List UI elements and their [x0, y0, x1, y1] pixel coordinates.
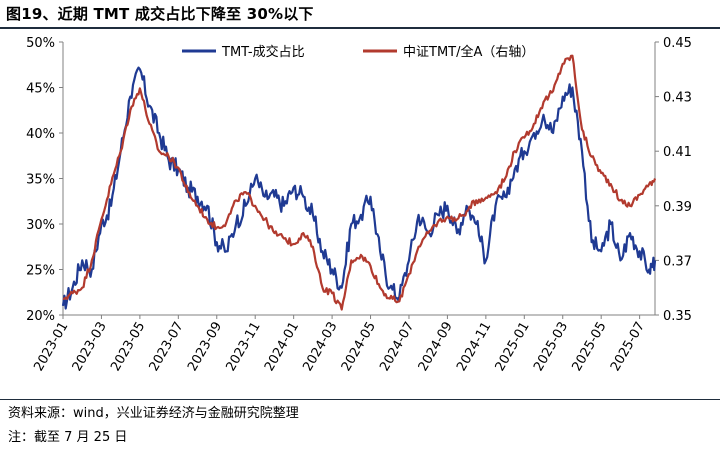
x-axis-tick-label: 2024-01: [262, 320, 302, 375]
right-axis-tick-label: 0.35: [663, 309, 692, 324]
x-axis-tick-label: 2023-05: [108, 320, 148, 375]
legend-label: 中证TMT/全A（右轴）: [403, 44, 534, 60]
source-note: 资料来源：wind，兴业证券经济与金融研究院整理: [8, 406, 299, 421]
right-axis-tick-label: 0.45: [663, 36, 692, 51]
left-axis-tick-label: 40%: [26, 127, 55, 142]
left-axis-tick-label: 30%: [26, 218, 55, 233]
series-line-share: [61, 66, 657, 310]
chart-title: 图19、近期 TMT 成交占比下降至 30%以下: [6, 5, 314, 23]
x-axis-tick-label: 2024-09: [416, 320, 456, 375]
x-axis-tick-label: 2023-09: [185, 320, 225, 375]
x-axis-tick-label: 2023-03: [70, 320, 110, 375]
right-axis-tick-label: 0.37: [663, 254, 692, 269]
x-axis-tick-label: 2023-07: [147, 320, 187, 375]
left-axis-tick-label: 45%: [26, 82, 55, 97]
x-axis-tick-label: 2024-07: [377, 320, 417, 375]
chart-axes: 50% 45% 40% 35% 30% 25% 20% 0.45 0.43 0.41 0.39 0.3…: [26, 36, 692, 374]
x-axis-tick-label: 2024-11: [454, 320, 494, 375]
chart-lines: [61, 54, 657, 311]
footer-divider: [0, 399, 720, 400]
left-axis-tick-label: 35%: [26, 173, 55, 188]
x-axis-tick-label: 2025-03: [531, 320, 571, 375]
series-line-ratio: [62, 54, 657, 311]
x-axis-tick-label: 2024-05: [339, 320, 379, 375]
legend-label: TMT-成交占比: [221, 44, 305, 60]
title-divider: [0, 27, 720, 29]
x-axis-tick-label: 2025-07: [608, 320, 648, 375]
x-axis-tick-label: 2023-11: [224, 320, 264, 375]
left-axis-tick-label: 20%: [26, 309, 55, 324]
left-axis-tick-label: 50%: [26, 36, 55, 51]
x-axis-tick-label: 2025-01: [493, 320, 533, 375]
x-axis-tick-label: 2023-01: [31, 320, 71, 375]
right-axis-tick-label: 0.41: [663, 145, 692, 160]
chart-legend: TMT-成交占比 中证TMT/全A（右轴）: [182, 44, 534, 60]
right-axis-tick-label: 0.39: [663, 200, 692, 215]
right-axis-tick-label: 0.43: [663, 91, 692, 106]
date-note: 注：截至 7 月 25 日: [8, 430, 128, 445]
x-axis-tick-label: 2025-05: [569, 320, 609, 375]
left-axis-tick-label: 25%: [26, 264, 55, 279]
x-axis-tick-label: 2024-03: [300, 320, 340, 375]
line-chart: 50% 45% 40% 35% 30% 25% 20% 0.45 0.43 0.41 0.39 0.3…: [26, 36, 692, 374]
